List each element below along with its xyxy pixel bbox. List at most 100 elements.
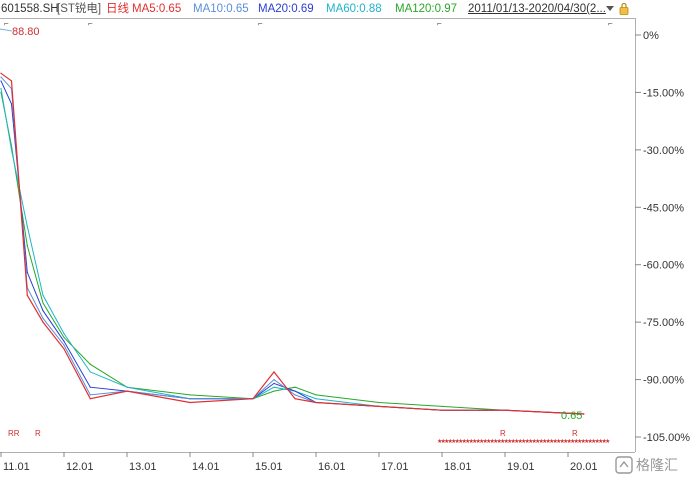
series-line-ma5 xyxy=(0,72,584,415)
y-tick-label: -30.00% xyxy=(643,145,684,157)
y-tick-label: -90.00% xyxy=(643,375,684,387)
date-range[interactable]: 2011/01/13-2020/04/30(2... xyxy=(468,3,606,15)
x-tick-label: 17.01 xyxy=(381,461,409,473)
x-tick-label: 18.01 xyxy=(444,461,472,473)
event-star: ★ xyxy=(444,438,449,445)
series-point-ma5 xyxy=(583,413,585,415)
event-star: ★ xyxy=(598,438,603,445)
ma60-label: MA60:0.88 xyxy=(326,3,382,15)
svg-text:⌐: ⌐ xyxy=(4,19,9,28)
y-tick-label: -105.00% xyxy=(643,432,690,444)
x-axis: 11.01 12.01 13.01 14.01 15.01 16.01 17.01 18.01… xyxy=(0,452,598,473)
event-star: ★ xyxy=(504,438,509,445)
series-point-ma20 xyxy=(10,103,13,105)
event-star: ★ xyxy=(605,438,610,445)
x-tick-label: 20.01 xyxy=(570,461,598,473)
series-line-ma10 xyxy=(0,76,584,415)
svg-text:⌐: ⌐ xyxy=(608,19,613,28)
period-label[interactable]: 日线 xyxy=(106,3,129,15)
event-star: ★ xyxy=(539,438,544,445)
series-point-ma10 xyxy=(189,398,191,400)
top-markers: ⌐ ⌐ ⌐ ⌐ ⌐ xyxy=(4,19,613,28)
series-point-ma5 xyxy=(0,72,2,74)
series-point-ma60 xyxy=(63,333,65,335)
stock-symbol: 601558.SH xyxy=(1,3,59,15)
event-star: ★ xyxy=(518,438,523,445)
event-star: ★ xyxy=(528,438,533,445)
event-star: ★ xyxy=(553,438,558,445)
series-point-ma5 xyxy=(189,401,191,404)
y-tick-label: 0% xyxy=(643,30,659,42)
chart-header: 601558.SH [ST锐电] 日线 MA5:0.65 MA10:0.65 M… xyxy=(0,0,693,18)
event-star: ★ xyxy=(451,438,456,445)
high-price-label: 88.80 xyxy=(12,26,40,38)
series-point-ma60 xyxy=(273,386,275,388)
event-star: ★ xyxy=(483,438,488,445)
series-point-ma120 xyxy=(189,394,191,396)
event-star: ★ xyxy=(497,438,502,445)
event-star: ★ xyxy=(581,438,586,445)
x-tick-label: 16.01 xyxy=(318,461,346,473)
series-point-ma5 xyxy=(252,398,254,400)
event-star: ★ xyxy=(588,438,593,445)
series-point-ma5 xyxy=(10,80,13,82)
series-point-ma60 xyxy=(126,386,128,388)
series-point-ma5 xyxy=(126,390,128,392)
ma120-label: MA120:0.97 xyxy=(395,3,458,15)
series-point-ma120 xyxy=(89,363,91,365)
event-star: ★ xyxy=(535,438,540,445)
event-star: ★ xyxy=(584,438,589,445)
event-star: ★ xyxy=(525,438,530,445)
series-point-ma60 xyxy=(10,149,13,151)
series-point-ma20 xyxy=(26,271,28,273)
series-point-ma10 xyxy=(294,394,296,396)
x-tick-label: 13.01 xyxy=(129,461,157,473)
y-tick-label: -45.00% xyxy=(643,202,684,214)
svg-text:⌐: ⌐ xyxy=(258,19,263,28)
event-star: ★ xyxy=(486,438,491,445)
event-star: ★ xyxy=(595,438,600,445)
series-point-ma5 xyxy=(42,321,44,323)
series-point-ma5 xyxy=(26,294,28,296)
event-star: ★ xyxy=(532,438,537,445)
event-star: ★ xyxy=(577,438,582,445)
series-point-ma5 xyxy=(315,401,317,404)
event-star: ★ xyxy=(556,438,561,445)
event-star: ★ xyxy=(521,438,526,445)
ma10-label: MA10:0.65 xyxy=(193,3,249,15)
series-point-ma60 xyxy=(42,294,44,296)
series-point-ma120 xyxy=(273,390,275,392)
series-point-ma120 xyxy=(378,401,380,404)
lock-icon[interactable] xyxy=(619,2,629,15)
series-point-ma20 xyxy=(0,80,2,82)
series-line-ma120 xyxy=(0,92,584,415)
x-tick-label: 12.01 xyxy=(66,461,94,473)
series-point-ma5 xyxy=(378,405,380,407)
event-star-markers: ★★★★★★★★★★★★★★★★★★★★★★★★★★★★★★★★★★★★★★★★… xyxy=(437,438,610,445)
series-point-ma120 xyxy=(63,336,65,339)
series-point-ma5 xyxy=(441,409,443,411)
series-point-ma120 xyxy=(315,394,317,396)
event-star: ★ xyxy=(546,438,551,445)
series-point-ma5 xyxy=(89,398,91,400)
event-star: ★ xyxy=(476,438,481,445)
marker-r: R xyxy=(572,429,578,438)
event-star: ★ xyxy=(574,438,579,445)
event-star: ★ xyxy=(542,438,547,445)
series-point-ma120 xyxy=(26,244,28,247)
watermark-text: 格隆汇 xyxy=(636,458,678,474)
series-point-ma10 xyxy=(0,76,2,78)
event-star: ★ xyxy=(462,438,467,445)
event-star: ★ xyxy=(490,438,495,445)
event-star: ★ xyxy=(448,438,453,445)
chevron-down-icon[interactable] xyxy=(605,3,615,13)
event-star: ★ xyxy=(511,438,516,445)
series-point-ma60 xyxy=(26,225,28,228)
series-line-ma60 xyxy=(0,88,584,415)
series-point-ma20 xyxy=(273,382,275,384)
series-point-ma120 xyxy=(294,386,296,388)
series-point-ma10 xyxy=(63,344,65,346)
event-star: ★ xyxy=(472,438,477,445)
series-point-ma5 xyxy=(273,371,275,373)
